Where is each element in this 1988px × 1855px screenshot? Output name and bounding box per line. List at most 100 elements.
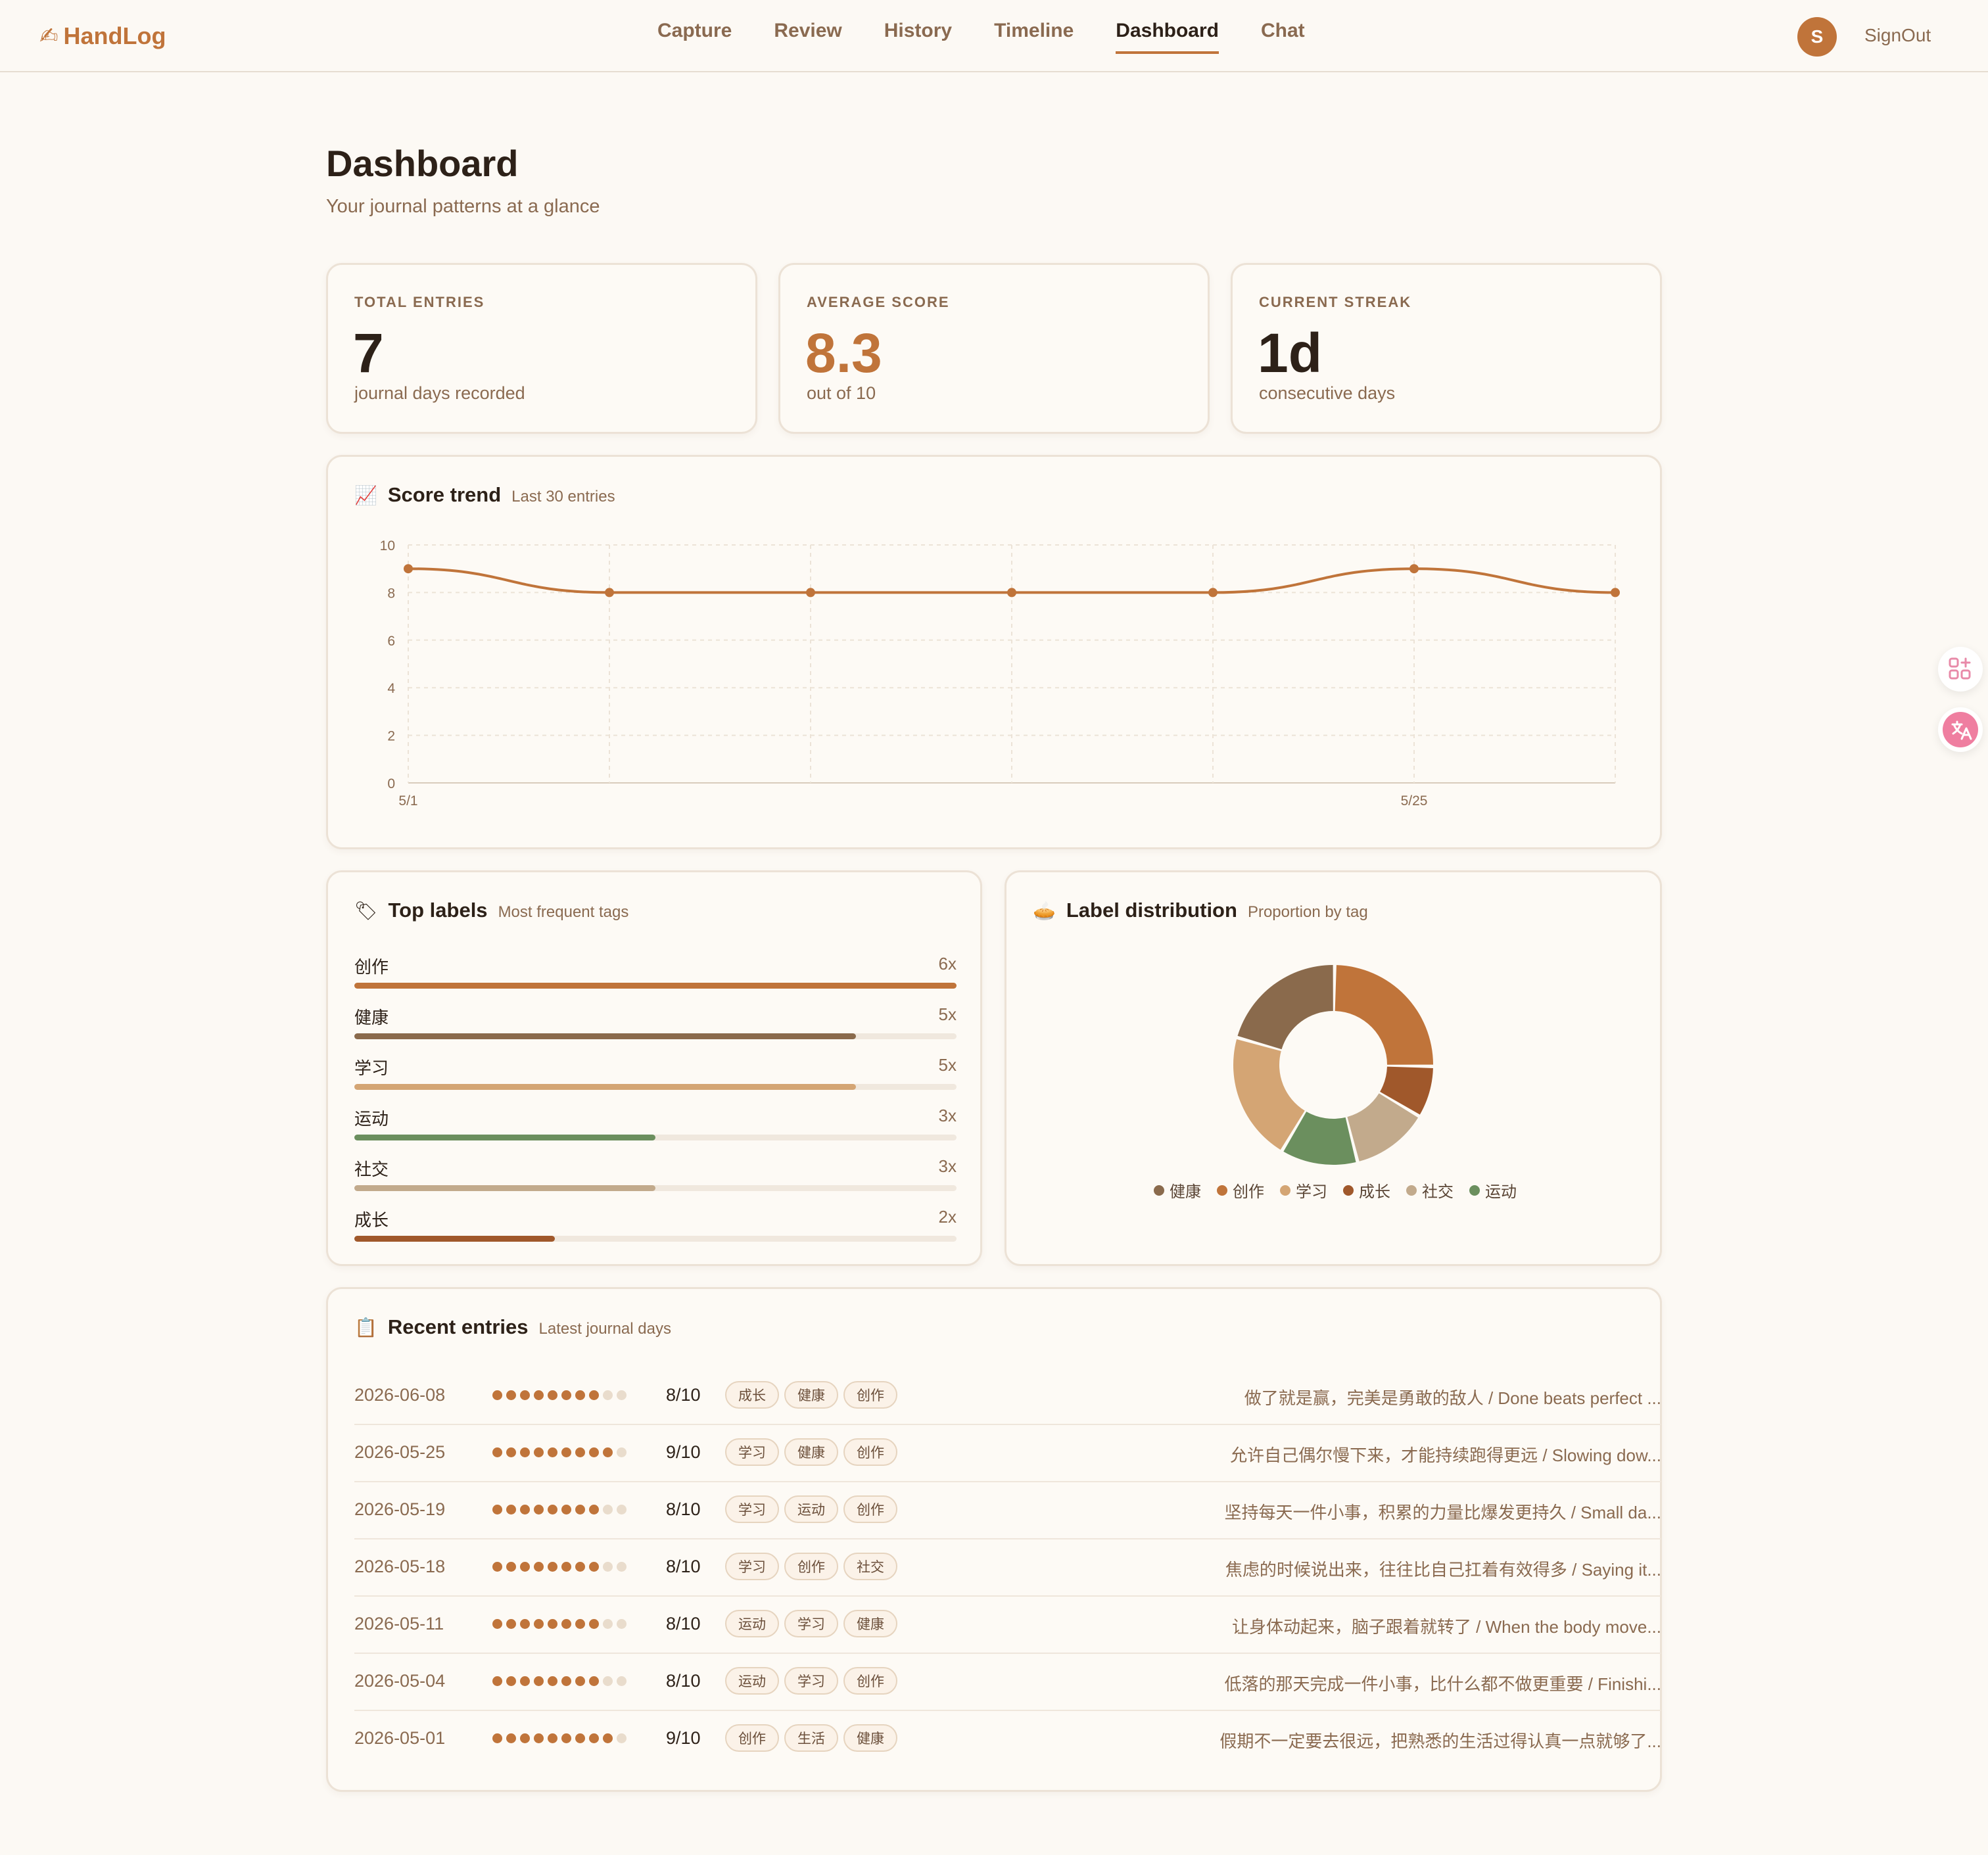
- score-point: [404, 564, 413, 574]
- nav-dashboard[interactable]: Dashboard: [1116, 18, 1219, 54]
- tag-chip[interactable]: 学习: [725, 1438, 779, 1466]
- score-dot: [492, 1676, 502, 1686]
- score-dot: [548, 1676, 557, 1686]
- score-dot: [617, 1676, 627, 1686]
- tag-chip[interactable]: 学习: [784, 1610, 838, 1637]
- score-dot: [492, 1562, 502, 1572]
- score-point: [1208, 588, 1218, 598]
- donut-slice: [1347, 1093, 1419, 1162]
- score-dot: [561, 1447, 571, 1457]
- signout-button[interactable]: SignOut: [1864, 25, 1931, 45]
- score-dot: [506, 1447, 516, 1457]
- legend-label: 健康: [1170, 1183, 1201, 1201]
- tag-chip[interactable]: 健康: [784, 1438, 838, 1466]
- entry-date: 2026-05-11: [354, 1614, 444, 1633]
- label-bar-fill: [354, 1135, 655, 1140]
- tag-chip[interactable]: 创作: [725, 1724, 779, 1752]
- entry-date: 2026-06-08: [354, 1385, 446, 1405]
- donut-slice: [1380, 1066, 1433, 1115]
- stat-value: 8.3: [805, 322, 882, 384]
- nav-review[interactable]: Review: [774, 20, 842, 41]
- label-name: 社交: [354, 1160, 389, 1179]
- score-dot: [617, 1562, 627, 1572]
- table-row[interactable]: 2026-05-01 9/10 创作 生活 健康 假期不一定要去很远，把熟悉的生活过得认真…: [354, 1711, 1661, 1768]
- entry-tags: 学习 健康 创作: [725, 1438, 897, 1466]
- score-dot: [534, 1505, 544, 1515]
- score-dot: [534, 1562, 544, 1572]
- tag-chip[interactable]: 学习: [784, 1667, 838, 1695]
- score-dot: [520, 1619, 530, 1629]
- tag-chip[interactable]: 学习: [725, 1495, 779, 1523]
- score-dots: [492, 1676, 627, 1686]
- x-tick-label: 5/1: [398, 793, 417, 809]
- score-dot: [520, 1676, 530, 1686]
- tag-chip[interactable]: 成长: [725, 1381, 779, 1409]
- legend-item: 成长: [1343, 1179, 1390, 1202]
- brand-logo[interactable]: ✍ HandLog: [39, 20, 166, 53]
- stat-value: 1d: [1258, 322, 1323, 384]
- score-dot: [520, 1505, 530, 1515]
- table-row[interactable]: 2026-06-08 8/10 成长 健康 创作 做了就是赢，完美是勇敢的敌人 / Don…: [354, 1368, 1661, 1425]
- label-count: 2x: [938, 1207, 957, 1227]
- table-row[interactable]: 2026-05-04 8/10 运动 学习 创作 低落的那天完成一件小事，比什么都不做更重…: [354, 1654, 1661, 1711]
- nav-chat[interactable]: Chat: [1260, 20, 1305, 41]
- tag-chip[interactable]: 生活: [784, 1724, 838, 1752]
- label-count: 6x: [938, 954, 957, 974]
- clipboard-icon: 📋: [354, 1317, 377, 1338]
- entry-score: 8/10: [666, 1614, 701, 1633]
- tag-chip[interactable]: 创作: [784, 1553, 838, 1580]
- table-row[interactable]: 2026-05-11 8/10 运动 学习 健康 让身体动起来，脑子跟着就转了 / Whe…: [354, 1597, 1661, 1654]
- score-dot: [617, 1733, 627, 1743]
- donut-legend: 健康 创作 学习 成长 社交 运动: [1006, 1179, 1664, 1202]
- tag-chip[interactable]: 创作: [843, 1667, 897, 1695]
- label-distribution-title: Label distribution: [1066, 899, 1237, 922]
- label-count: 5x: [938, 1055, 957, 1075]
- nav-timeline[interactable]: Timeline: [994, 20, 1074, 41]
- score-trend-card: 📈 Score trend Last 30 entries 0 2 4 6 8 10 5/1…: [326, 455, 1662, 849]
- tag-chip[interactable]: 运动: [784, 1495, 838, 1523]
- label-row: 学习 5x: [354, 1055, 957, 1101]
- entry-date: 2026-05-04: [354, 1671, 446, 1691]
- avatar[interactable]: S: [1797, 17, 1837, 57]
- score-point: [1611, 588, 1620, 598]
- tag-chip[interactable]: 创作: [843, 1438, 897, 1466]
- donut-slice: [1283, 1112, 1356, 1165]
- score-dot: [561, 1505, 571, 1515]
- tag-chip[interactable]: 创作: [843, 1381, 897, 1409]
- entry-date: 2026-05-01: [354, 1728, 446, 1748]
- label-bar-track: [354, 1185, 957, 1191]
- nav-capture[interactable]: Capture: [657, 20, 732, 41]
- tag-chip[interactable]: 健康: [784, 1381, 838, 1409]
- y-tick-label: 8: [387, 586, 395, 601]
- table-row[interactable]: 2026-05-19 8/10 学习 运动 创作 坚持每天一件小事，积累的力量比爆发更持久…: [354, 1482, 1661, 1539]
- label-bar-track: [354, 1135, 957, 1140]
- tag-chip[interactable]: 创作: [843, 1495, 897, 1523]
- apps-widget-icon[interactable]: [1938, 647, 1983, 692]
- score-dot: [603, 1447, 613, 1457]
- score-dot: [561, 1562, 571, 1572]
- table-row[interactable]: 2026-05-25 9/10 学习 健康 创作 允许自己偶尔慢下来，才能持续跑得更远 /…: [354, 1425, 1661, 1482]
- legend-label: 运动: [1485, 1183, 1517, 1201]
- tag-chip[interactable]: 运动: [725, 1610, 779, 1637]
- tag-chip[interactable]: 运动: [725, 1667, 779, 1695]
- legend-label: 成长: [1359, 1183, 1390, 1201]
- tag-chip[interactable]: 健康: [843, 1610, 897, 1637]
- score-dot: [617, 1619, 627, 1629]
- nav-links: Capture Review History Timeline Dashboar…: [657, 18, 1305, 54]
- entry-score: 9/10: [666, 1442, 701, 1462]
- tag-chip[interactable]: 学习: [725, 1553, 779, 1580]
- entry-quote: 做了就是赢，完美是勇敢的敌人 / Done beats perfect ...: [1244, 1388, 1661, 1408]
- stat-caption: journal days recorded: [354, 383, 525, 403]
- table-row[interactable]: 2026-05-18 8/10 学习 创作 社交 焦虑的时候说出来，往往比自己扛着有效得多…: [354, 1539, 1661, 1597]
- entry-tags: 运动 学习 创作: [725, 1667, 897, 1695]
- label-bar-fill: [354, 1084, 857, 1090]
- score-dot: [548, 1390, 557, 1400]
- score-dot: [589, 1562, 599, 1572]
- nav-history[interactable]: History: [884, 20, 953, 41]
- translate-widget-icon[interactable]: [1938, 707, 1983, 752]
- tag-chip[interactable]: 健康: [843, 1724, 897, 1752]
- tag-chip[interactable]: 社交: [843, 1553, 897, 1580]
- legend-dot: [1154, 1185, 1164, 1196]
- score-dot: [575, 1505, 585, 1515]
- entry-score: 8/10: [666, 1557, 701, 1576]
